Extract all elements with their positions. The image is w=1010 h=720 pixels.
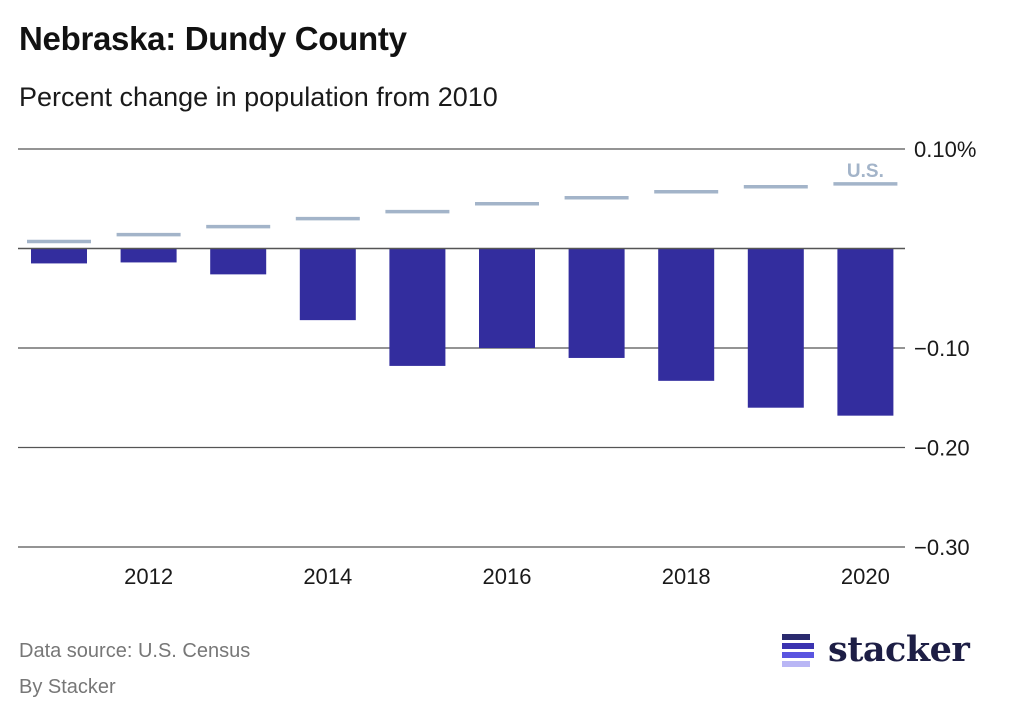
us-legend-label: U.S.	[847, 161, 884, 182]
bar-2019	[747, 248, 804, 408]
logo-bar	[782, 652, 814, 658]
logo-bar	[782, 634, 810, 640]
stacker-logo: stacker	[780, 628, 970, 672]
logo-bar	[782, 643, 814, 649]
y-tick-label: −0.20	[914, 436, 970, 461]
chart-title: Nebraska: Dundy County	[19, 20, 407, 57]
x-axis-ticks: 2012 2014 2016 2018 2020	[124, 564, 890, 589]
bar-2020	[837, 248, 894, 416]
byline: By Stacker	[19, 676, 116, 698]
y-tick-label: −0.30	[914, 535, 970, 560]
bar-2015	[389, 248, 446, 366]
stacker-logo-text: stacker	[828, 629, 970, 670]
x-tick-label: 2012	[124, 564, 173, 589]
bars	[31, 248, 894, 416]
bar-2012	[120, 248, 177, 263]
y-tick-label: −0.10	[914, 336, 970, 361]
bar-2016	[479, 248, 535, 348]
logo-bar	[782, 661, 810, 667]
x-tick-label: 2018	[662, 564, 711, 589]
bar-2017	[568, 248, 625, 358]
x-tick-label: 2016	[483, 564, 532, 589]
bar-2018	[658, 248, 715, 381]
data-source: Data source: U.S. Census	[19, 640, 251, 662]
x-tick-label: 2020	[841, 564, 890, 589]
bar-chart: 0.10% −0.10 −0.20 −0.30 2012 2014 2016 2018 202…	[18, 137, 976, 589]
y-axis-ticks: 0.10% −0.10 −0.20 −0.30	[914, 137, 976, 560]
us-markers	[27, 182, 898, 244]
bar-2013	[210, 248, 267, 275]
y-tick-label: 0.10%	[914, 137, 976, 162]
stacker-logo-icon	[780, 630, 816, 670]
bar-2014	[299, 248, 356, 321]
bar-2011	[31, 248, 87, 264]
x-tick-label: 2014	[303, 564, 352, 589]
chart-subtitle: Percent change in population from 2010	[19, 82, 498, 112]
